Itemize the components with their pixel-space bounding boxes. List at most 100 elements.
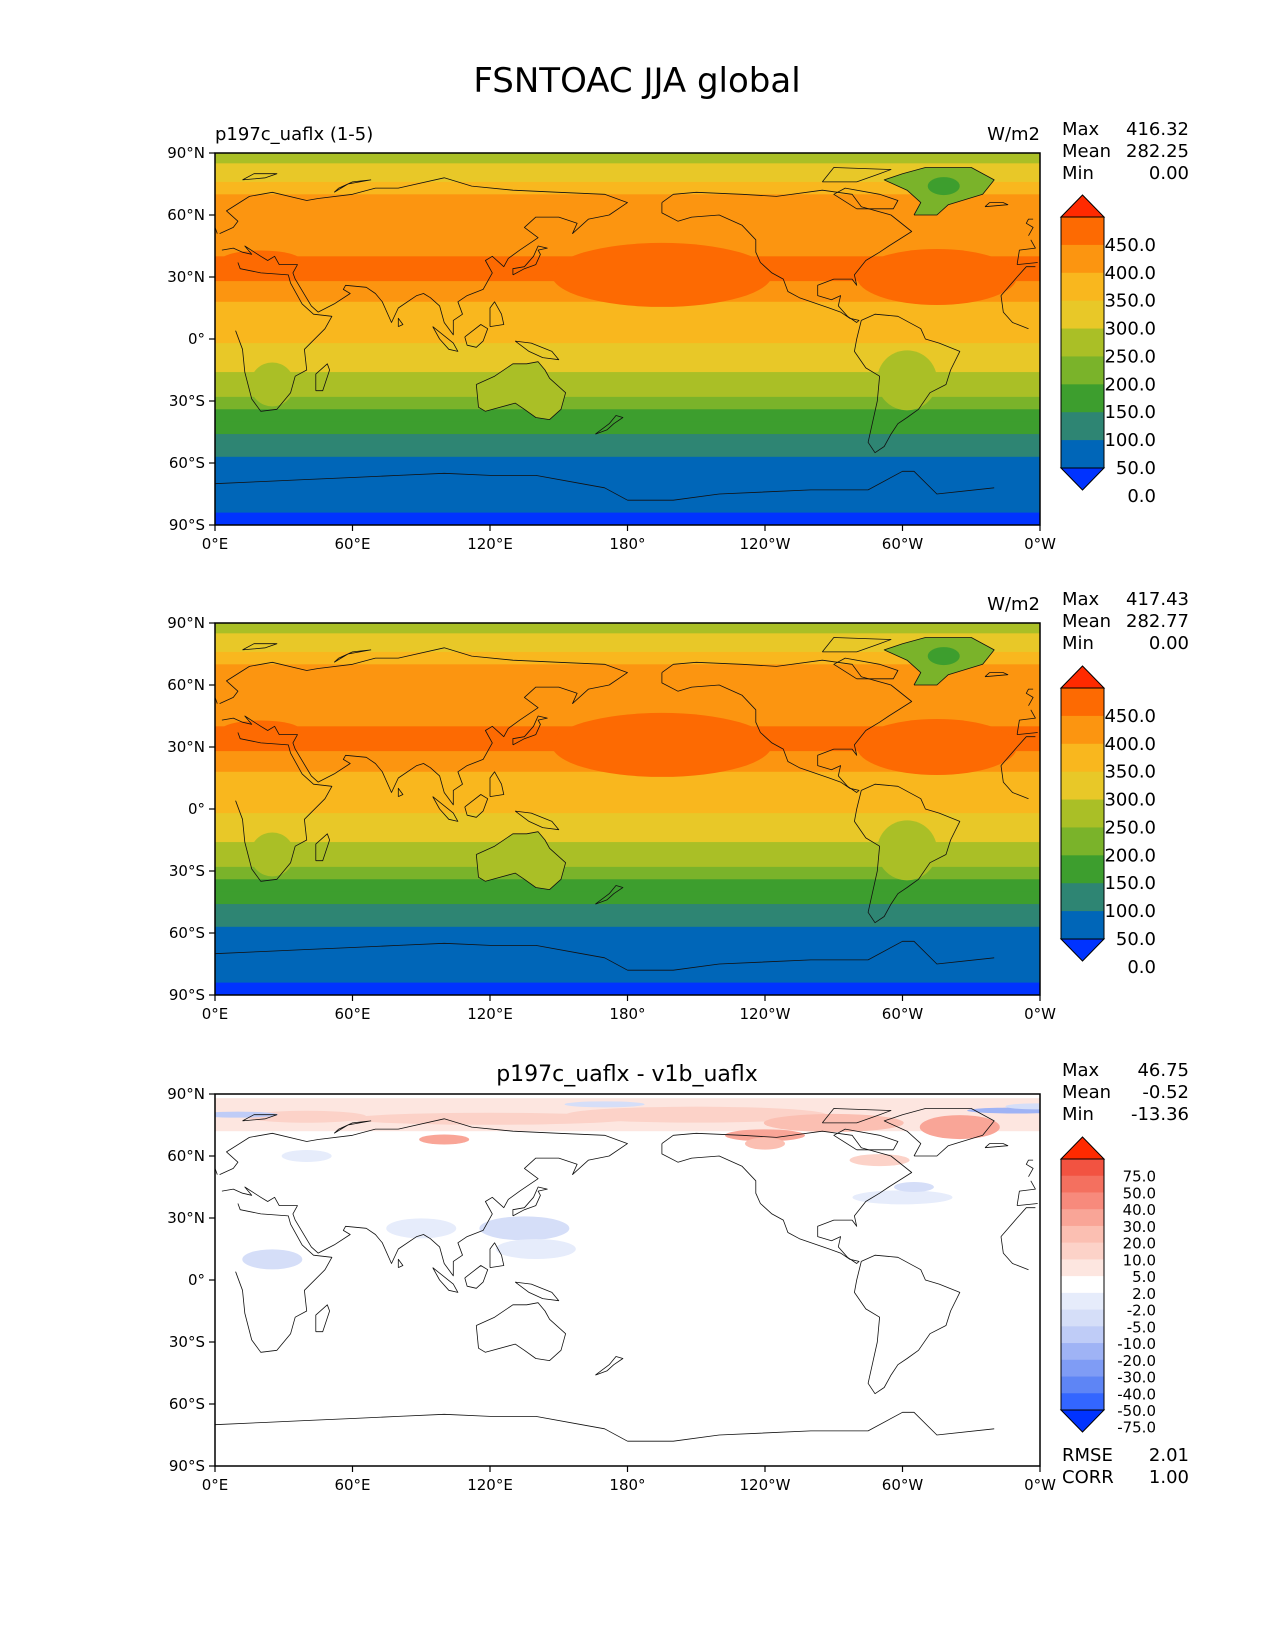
colorbar-extend-min [1059, 1409, 1106, 1433]
lon-tick-label: 120°E [467, 1005, 513, 1023]
lon-tick-label: 0°E [202, 1005, 229, 1023]
lon-tick-label: 0°E [202, 535, 229, 553]
colorbar-tick-label: 20.0 [1123, 1235, 1156, 1253]
field-band [215, 941, 1040, 984]
colorbar-frame [1060, 1158, 1105, 1411]
colorbar-segment [1061, 1209, 1104, 1227]
coastline-australia [475, 361, 566, 420]
colorbar-tick-label: 200.0 [1104, 374, 1156, 395]
field-patch [927, 647, 960, 666]
field-band [215, 879, 1040, 893]
field-patch [220, 720, 301, 741]
colorbar-tick-label: 250.0 [1104, 817, 1156, 838]
coastline-antarctica [215, 470, 995, 501]
field-patch [479, 1216, 570, 1241]
colorbar-segment [1061, 1259, 1104, 1277]
coastline-ellesmere [821, 637, 892, 653]
field-band [215, 384, 1040, 398]
colorbar-segment [1061, 384, 1104, 413]
colorbar-segment [1061, 771, 1104, 801]
coastline-borneo [464, 324, 489, 348]
lat-tick-label: 0° [188, 1271, 205, 1289]
coastline-africa [235, 262, 1036, 412]
stat-mean-label: Mean [1062, 141, 1111, 162]
colorbar-tick-label: 30.0 [1123, 1218, 1156, 1236]
lat-tick-label: 90°N [167, 144, 205, 162]
colorbar-segment [1061, 1376, 1104, 1394]
field-patch [242, 1249, 303, 1270]
coastline-southAmerica [854, 313, 961, 454]
colorbar-frame [1060, 216, 1105, 469]
colorbar-tick-label: -75.0 [1117, 1419, 1156, 1437]
colorbar-tick-label: -40.0 [1117, 1385, 1156, 1403]
stat-mean-label: Mean [1062, 611, 1111, 632]
colorbar-segment [1061, 412, 1104, 441]
colorbar-segment [1061, 688, 1104, 717]
colorbar-segment [1061, 1393, 1104, 1411]
field-band [215, 318, 1040, 344]
colorbar-tick-label: 350.0 [1104, 291, 1156, 312]
coastline-northAmerica [661, 659, 913, 793]
coastline-philippines [489, 301, 505, 327]
stat-min-label: Min [1062, 1104, 1094, 1125]
colorbar-tick-label: -20.0 [1117, 1352, 1156, 1370]
field-band [215, 842, 1040, 855]
stat-mean-value: -0.52 [1142, 1082, 1189, 1103]
coastline-philippines [489, 771, 505, 797]
colorbar-segment [1061, 300, 1104, 330]
lat-tick-label: 60°N [167, 206, 205, 224]
field-band [215, 854, 1040, 868]
colorbar: 75.050.040.030.020.010.05.02.0-2.0-5.0-1… [1059, 1136, 1156, 1437]
coastline-novaya [333, 179, 372, 193]
field-patch [856, 249, 1017, 305]
coastline-antarctica [215, 1411, 995, 1442]
colorbar-tick-label: 200.0 [1104, 845, 1156, 866]
colorbar-segment [1061, 1242, 1104, 1260]
field-band [215, 301, 1040, 319]
lon-tick-label: 60°W [882, 1005, 924, 1023]
panel-center-title: p197c_uaflx - v1b_uaflx [496, 1062, 758, 1087]
colorbar-tick-label: 150.0 [1104, 402, 1156, 423]
field-patch [250, 832, 295, 877]
lat-tick-label: 0° [188, 330, 205, 348]
coastline-borneo [464, 1265, 489, 1289]
stat-max-value: 417.43 [1126, 589, 1189, 610]
colorbar-tick-label: 250.0 [1104, 346, 1156, 367]
colorbar-segment [1061, 440, 1104, 469]
coastline-iceland [984, 1143, 1009, 1149]
stat-max-value: 46.75 [1137, 1060, 1189, 1081]
lon-tick-label: 60°E [334, 535, 370, 553]
stat-max-label: Max [1062, 589, 1100, 610]
coastline-japan [512, 1186, 548, 1217]
field-band [215, 813, 1040, 831]
colorbar: 450.0 400.0 350.0 300.0 250.0 200.0 150.0 100.0… [1059, 665, 1156, 978]
field-background [215, 1094, 1040, 1466]
field-patch [725, 1129, 805, 1142]
colorbar-frame [1060, 687, 1105, 940]
colorbar-tick-label: 300.0 [1104, 319, 1156, 340]
colorbar-tick-label: -30.0 [1117, 1369, 1156, 1387]
lon-tick-label: 180° [609, 1005, 645, 1023]
stat-min-label: Min [1062, 163, 1094, 184]
lat-tick-label: 0° [188, 800, 205, 818]
coastline-northAmerica [661, 189, 913, 323]
panel-units: W/m2 [987, 594, 1040, 615]
colorbar-segment [1061, 911, 1104, 940]
coastline-ellesmere [821, 1108, 892, 1124]
coastline-newGuinea [514, 1281, 560, 1302]
field-patch [220, 250, 301, 271]
field-band [215, 788, 1040, 814]
colorbar-segment [1061, 827, 1104, 856]
lon-tick-label: 60°W [882, 1476, 924, 1494]
coastline-eurasia [219, 177, 1038, 336]
field-patch [350, 1112, 630, 1125]
stat-max-label: Max [1062, 1060, 1100, 1081]
colorbar-segment [1061, 1276, 1104, 1294]
colorbar-tick-label: 100.0 [1104, 901, 1156, 922]
panel-difference: p197c_uaflx - v1b_uaflx 0°E 60°E 120°E 180°… [167, 1060, 1189, 1494]
metrics-block: RMSE 2.01 CORR 1.00 [1062, 1445, 1189, 1488]
colorbar-tick-label: 300.0 [1104, 790, 1156, 811]
lat-tick-label: 60°S [169, 924, 205, 942]
map-plot: 0°E 60°E 120°E 180° 120°W 60°W 0°W 90°N 60°N 30°N… [167, 144, 1056, 553]
colorbar-segment [1061, 1359, 1104, 1378]
